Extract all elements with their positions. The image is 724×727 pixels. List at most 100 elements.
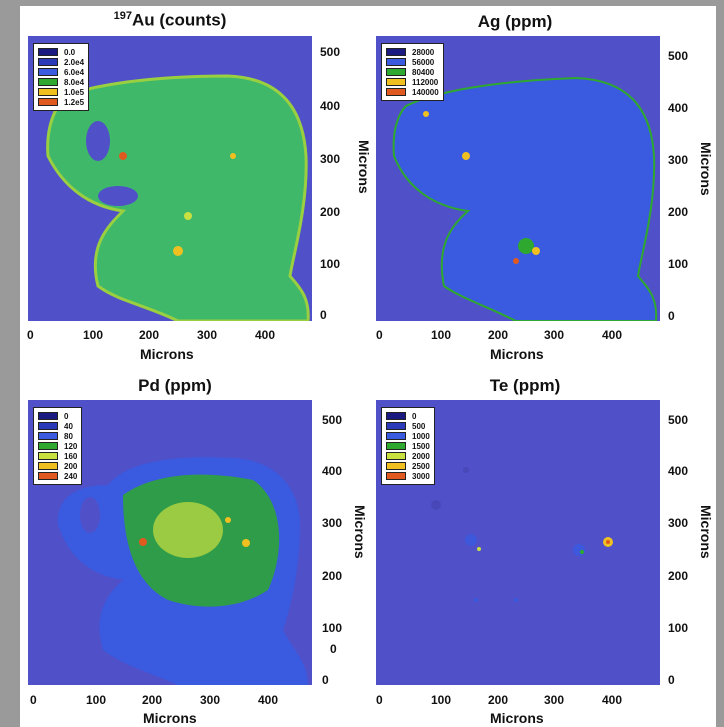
ag-hotspot-3	[532, 247, 540, 255]
legend-label: 28000	[412, 47, 435, 57]
au-ytick: 200	[320, 205, 341, 219]
legend-entry: 120	[38, 441, 77, 451]
legend-entry: 6.0e4	[38, 67, 84, 77]
pd-ytick: 100	[322, 621, 343, 635]
legend-entry: 0.0	[38, 47, 84, 57]
legend-swatch	[386, 462, 406, 470]
au-heatmap: 0.0 2.0e4 6.0e4 8.0e4 1.0e5 1.2e5	[28, 36, 312, 321]
ag-hotspot-4	[513, 258, 519, 264]
pd-title: Pd (ppm)	[138, 376, 212, 395]
legend-entry: 2500	[386, 461, 430, 471]
ag-grain-rim	[392, 76, 658, 321]
pd-ytick: 400	[322, 464, 343, 478]
legend-entry: 0	[386, 411, 430, 421]
legend-label: 120	[64, 441, 78, 451]
ag-title: Ag (ppm)	[477, 12, 553, 31]
au-hotspot-1	[119, 152, 127, 160]
au-void-1	[86, 121, 110, 161]
legend-swatch	[386, 58, 406, 66]
legend-label: 8.0e4	[64, 77, 85, 87]
au-hotspot-4	[184, 212, 192, 220]
te-ytick: 300	[668, 516, 689, 530]
legend-entry: 2000	[386, 451, 430, 461]
legend-entry: 2.0e4	[38, 57, 84, 67]
au-grain-shape	[47, 76, 309, 321]
pd-ytick: 300	[322, 516, 343, 530]
legend-entry: 28000	[386, 47, 439, 57]
legend-swatch	[38, 48, 58, 56]
legend-swatch	[38, 68, 58, 76]
legend-swatch	[38, 432, 58, 440]
au-ytick: 400	[320, 99, 341, 113]
legend-swatch	[38, 98, 58, 106]
te-ytick: 500	[668, 413, 689, 427]
ag-ylabel: Microns	[698, 142, 714, 196]
legend-label: 2.0e4	[64, 57, 85, 67]
legend-swatch	[38, 442, 58, 450]
au-xtick: 0	[27, 328, 34, 342]
te-ytick: 200	[668, 569, 689, 583]
te-ytick: 100	[668, 621, 689, 635]
legend-swatch	[386, 88, 406, 96]
te-xtick: 0	[376, 693, 383, 707]
legend-label: 0.0	[64, 47, 76, 57]
au-xlabel: Microns	[140, 346, 194, 362]
legend-entry: 80	[38, 431, 77, 441]
au-ytick: 100	[320, 257, 341, 271]
au-xtick: 200	[139, 328, 160, 342]
ag-distribution-map	[392, 76, 658, 321]
legend-label: 0	[64, 411, 69, 421]
legend-swatch	[386, 422, 406, 430]
legend-swatch	[38, 472, 58, 480]
ag-hotspot-1	[462, 152, 470, 160]
ag-xtick: 0	[376, 328, 383, 342]
au-hotspot-3	[230, 153, 236, 159]
legend-entry: 200	[38, 461, 77, 471]
legend-swatch	[386, 432, 406, 440]
pd-legend: 0 40 80 120 160 200 240	[33, 407, 83, 485]
legend-entry: 40	[38, 421, 77, 431]
legend-swatch	[386, 68, 406, 76]
pd-hotspot-3	[225, 517, 231, 523]
pd-xtick: 300	[200, 693, 221, 707]
ag-xtick: 300	[544, 328, 565, 342]
legend-entry: 56000	[386, 57, 439, 67]
legend-label: 3000	[412, 471, 430, 481]
legend-label: 500	[412, 421, 426, 431]
ag-hotspot-2	[518, 238, 534, 254]
legend-entry: 8.0e4	[38, 77, 84, 87]
pd-hotspot-2	[242, 539, 250, 547]
te-spot-2	[477, 547, 481, 551]
ag-xtick: 100	[431, 328, 452, 342]
pd-ytick: 500	[322, 413, 343, 427]
legend-entry: 3000	[386, 471, 430, 481]
pd-distribution-map	[57, 457, 309, 685]
legend-label: 80	[64, 431, 73, 441]
pd-ytick: 0	[322, 673, 329, 687]
legend-label: 160	[64, 451, 78, 461]
au-xtick: 100	[83, 328, 104, 342]
legend-label: 140000	[412, 87, 439, 97]
legend-entry: 160	[38, 451, 77, 461]
au-distribution-map	[46, 74, 310, 321]
te-ylabel: Microns	[698, 505, 714, 559]
legend-entry: 112000	[386, 77, 439, 87]
au-xtick: 300	[197, 328, 218, 342]
pd-xtick: 100	[86, 693, 107, 707]
legend-label: 56000	[412, 57, 435, 67]
pd-xtick: 0	[30, 693, 37, 707]
legend-label: 1000	[412, 431, 430, 441]
ag-ytick: 100	[668, 257, 689, 271]
au-ylabel: Microns	[356, 140, 372, 194]
au-xtick: 400	[255, 328, 276, 342]
pd-xtick: 400	[258, 693, 279, 707]
ag-heatmap: 28000 56000 80400 112000 140000	[376, 36, 660, 321]
au-ytick: 0	[320, 308, 327, 322]
pd-xtick: 200	[142, 693, 163, 707]
legend-label: 1.2e5	[64, 97, 85, 107]
ag-xtick: 200	[488, 328, 509, 342]
legend-swatch	[386, 472, 406, 480]
legend-label: 0	[412, 411, 417, 421]
ag-xlabel: Microns	[490, 346, 544, 362]
legend-label: 1500	[412, 441, 430, 451]
